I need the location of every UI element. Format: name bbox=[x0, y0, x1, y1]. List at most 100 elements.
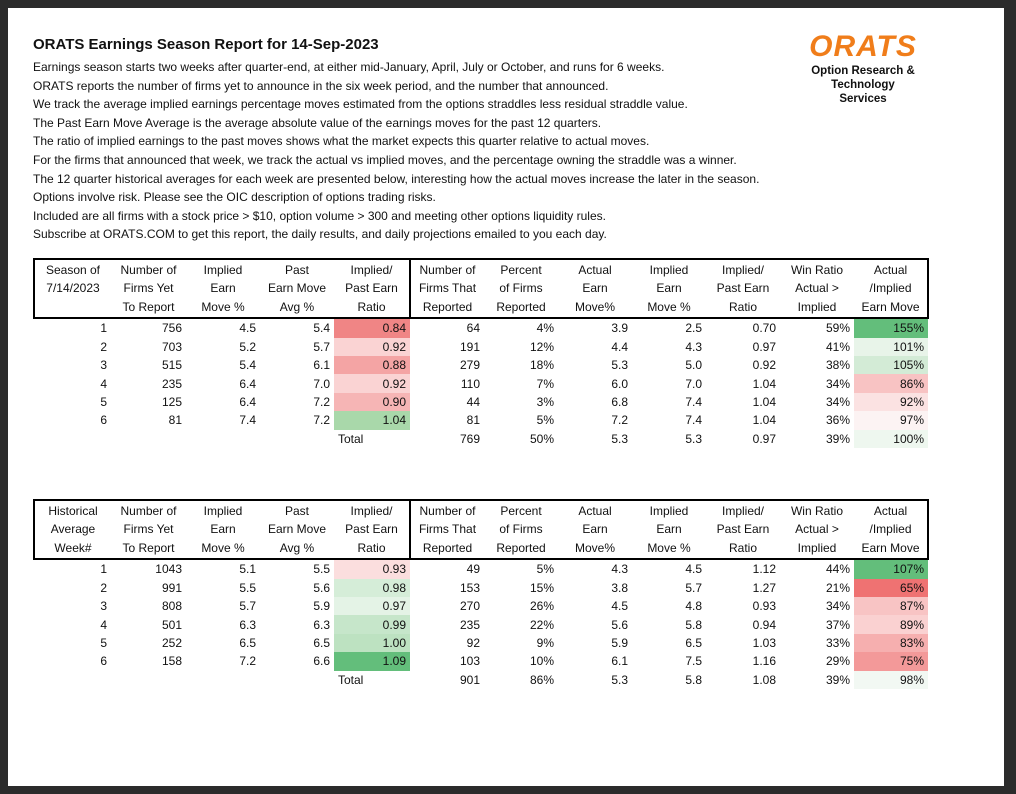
cell: 105% bbox=[854, 356, 928, 375]
cell: 0.84 bbox=[334, 318, 410, 338]
cell: 5 bbox=[100, 394, 107, 409]
data-row: 6 158 7.2 6.6 1.09 103 10% 6.1 7.5 1.16 29% 75% bbox=[34, 652, 928, 671]
header-line: Past Earn bbox=[345, 522, 398, 537]
cell: 501 bbox=[161, 617, 182, 632]
cell: 1.04 bbox=[752, 376, 776, 391]
total-cell: 769 bbox=[459, 431, 480, 446]
logo-tagline: Option Research & bbox=[811, 65, 915, 77]
cell: 6 bbox=[100, 413, 107, 428]
header-line: Avg % bbox=[279, 540, 315, 555]
cell: 7.2 bbox=[313, 413, 330, 428]
total-cell: 50% bbox=[529, 431, 554, 446]
cell: 107% bbox=[854, 559, 928, 579]
cell: 153 bbox=[459, 580, 480, 595]
header-line: Number of bbox=[419, 504, 476, 518]
cell: 5.1 bbox=[239, 562, 256, 577]
cell: 34% bbox=[825, 394, 850, 409]
cell: 4.4 bbox=[611, 339, 628, 354]
column-header: Past Earn Move Avg % bbox=[260, 498, 334, 561]
cell: 4.8 bbox=[685, 599, 702, 614]
header-line: Win Ratio bbox=[790, 263, 843, 277]
blank-cell bbox=[34, 671, 111, 689]
header-line: Actual bbox=[873, 504, 908, 518]
cell: 26% bbox=[529, 599, 554, 614]
column-header: Past Earn Move Avg % bbox=[260, 257, 334, 320]
cell: 9% bbox=[536, 635, 554, 650]
cell: 6.1 bbox=[611, 654, 628, 669]
cell: 0.97 bbox=[334, 597, 410, 616]
column-header: Actual/Implied Earn Move bbox=[854, 498, 929, 561]
header-line: Earn bbox=[210, 522, 236, 537]
cell: 3.8 bbox=[611, 580, 628, 595]
cell: 991 bbox=[161, 580, 182, 595]
cell: 0.97 bbox=[752, 339, 776, 354]
total-cell: 39% bbox=[825, 672, 850, 687]
header-line: Firms Yet bbox=[123, 522, 174, 537]
cell: 49 bbox=[466, 562, 480, 577]
total-cell: 5.3 bbox=[611, 672, 628, 687]
cell: 808 bbox=[161, 599, 182, 614]
blank-cell bbox=[260, 671, 334, 689]
cell: 5.4 bbox=[313, 321, 330, 336]
total-cell: 5.3 bbox=[685, 431, 702, 446]
cell: 0.94 bbox=[752, 617, 776, 632]
column-header: Season of 7/14/2023 bbox=[33, 257, 111, 320]
data-row: 4 501 6.3 6.3 0.99 235 22% 5.6 5.8 0.94 37% 89% bbox=[34, 615, 928, 634]
cell: 0.92 bbox=[334, 337, 410, 356]
description-line: Included are all firms with a stock pric… bbox=[33, 208, 606, 223]
description-line: The Past Earn Move Average is the averag… bbox=[33, 115, 602, 130]
header-line: Firms That bbox=[418, 522, 477, 537]
cell: 87% bbox=[854, 597, 928, 616]
cell: 1.12 bbox=[752, 562, 776, 577]
cell: 7.0 bbox=[685, 376, 702, 391]
total-cell: 100% bbox=[854, 429, 928, 448]
cell: 235 bbox=[161, 376, 182, 391]
cell: 4 bbox=[100, 376, 107, 391]
cell: 5.6 bbox=[611, 617, 628, 632]
cell: 5.5 bbox=[313, 562, 330, 577]
cell: 5.0 bbox=[685, 358, 702, 373]
column-header: Implied Earn Move % bbox=[632, 498, 706, 561]
cell: 92 bbox=[466, 635, 480, 650]
header-line: 7/14/2023 bbox=[46, 281, 100, 296]
cell: 1 bbox=[100, 562, 107, 577]
cell: 7% bbox=[536, 376, 554, 391]
header-line: Implied bbox=[797, 540, 837, 555]
header-line: Ratio bbox=[357, 540, 386, 555]
cell: 41% bbox=[825, 339, 850, 354]
logo: ORATS Option Research & Technology Servi… bbox=[808, 30, 918, 106]
cell: 3 bbox=[100, 599, 107, 614]
cell: 37% bbox=[825, 617, 850, 632]
cell: 33% bbox=[825, 635, 850, 650]
cell: 5% bbox=[536, 562, 554, 577]
cell: 5.6 bbox=[313, 580, 330, 595]
cell: 5.7 bbox=[239, 599, 256, 614]
data-row: 5 252 6.5 6.5 1.00 92 9% 5.9 6.5 1.03 33% 83% bbox=[34, 633, 928, 653]
cell: 6.3 bbox=[313, 617, 330, 632]
cell: 5 bbox=[100, 635, 107, 650]
header-line: Implied bbox=[203, 263, 243, 277]
cell: 1.16 bbox=[752, 654, 776, 669]
column-header: Number of Firms Yet To Report bbox=[111, 498, 186, 561]
column-header: Historical Average Week# bbox=[33, 498, 111, 561]
header-line: Past Earn bbox=[716, 281, 770, 296]
header-line: Earn bbox=[582, 281, 608, 296]
cell: 81 bbox=[168, 413, 182, 428]
cell: 6.5 bbox=[685, 635, 702, 650]
header-line: Implied bbox=[649, 504, 689, 518]
column-header: Number of Firms That Reported bbox=[410, 257, 484, 320]
header-line: Ratio bbox=[728, 540, 757, 555]
header-line: Ratio bbox=[357, 299, 386, 314]
total-cell: 901 bbox=[459, 672, 480, 687]
header-line: Earn Move bbox=[267, 522, 327, 537]
cell: 12% bbox=[529, 339, 554, 354]
cell: 191 bbox=[459, 339, 480, 354]
cell: 89% bbox=[854, 615, 928, 634]
total-cell: 0.97 bbox=[752, 431, 776, 446]
header-line: /Implied bbox=[869, 522, 912, 537]
cell: 29% bbox=[825, 654, 850, 669]
header-line: Percent bbox=[500, 504, 542, 518]
cell: 5.7 bbox=[685, 580, 702, 595]
header-line: Firms Yet bbox=[123, 281, 174, 296]
header-line: Move% bbox=[574, 540, 615, 555]
